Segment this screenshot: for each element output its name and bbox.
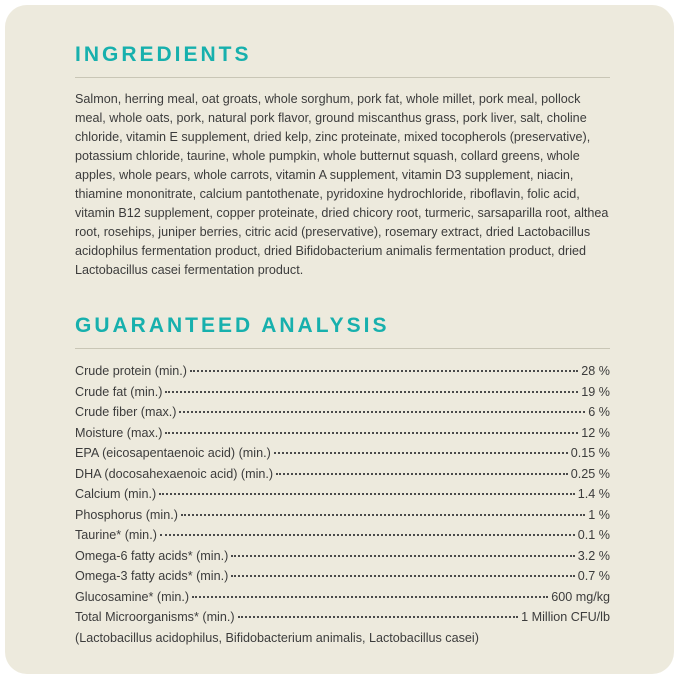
dot-leader — [190, 370, 579, 372]
analysis-row-label: Total Microorganisms* (min.) — [75, 610, 235, 624]
analysis-row: Crude fiber (max.) 6 % — [75, 402, 610, 423]
analysis-row-value: 0.25 % — [570, 466, 610, 481]
analysis-row-value: 19 % — [581, 384, 610, 399]
analysis-row-value: 12 % — [581, 425, 610, 440]
analysis-row-label: Omega-3 fatty acids* (min.) — [75, 569, 229, 583]
dot-leader — [180, 513, 586, 516]
analysis-row-label: Phosphorus (min.) — [75, 507, 178, 522]
analysis-row-label: Crude fiber (max.) — [75, 405, 177, 419]
guaranteed-analysis-divider — [75, 348, 610, 349]
analysis-row: EPA (eicosapentaenoic acid) (min.) 0.15 … — [75, 443, 610, 464]
analysis-row-value: 1 % — [588, 507, 610, 522]
analysis-row: Moisture (max.) 12 % — [75, 423, 610, 444]
analysis-row-value: 6 % — [588, 405, 610, 419]
analysis-row: Omega-6 fatty acids* (min.) 3.2 % — [75, 546, 610, 567]
analysis-row-label: Taurine* (min.) — [75, 528, 157, 542]
dot-leader — [273, 452, 568, 454]
analysis-row-label: Crude protein (min.) — [75, 364, 187, 378]
analysis-row: DHA (docosahexaenoic acid) (min.) 0.25 % — [75, 464, 610, 485]
analysis-row-label: Omega-6 fatty acids* (min.) — [75, 548, 229, 563]
analysis-row: Omega-3 fatty acids* (min.) 0.7 % — [75, 566, 610, 587]
dot-leader — [192, 595, 549, 598]
analysis-row: Taurine* (min.) 0.1 % — [75, 525, 610, 546]
analysis-row-value: 1 Million CFU/lb — [521, 610, 610, 624]
analysis-row-label: Calcium (min.) — [75, 487, 157, 501]
analysis-row: Phosphorus (min.) 1 % — [75, 505, 610, 526]
analysis-row-value: 3.2 % — [577, 548, 610, 563]
analysis-row: Glucosamine* (min.) 600 mg/kg — [75, 587, 610, 608]
analysis-row-value: 0.15 % — [570, 446, 610, 460]
dot-leader — [165, 390, 579, 393]
analysis-row-value: 1.4 % — [577, 487, 610, 501]
ingredients-paragraph: Salmon, herring meal, oat groats, whole … — [75, 92, 609, 277]
dot-leader — [159, 493, 575, 495]
dot-leader — [231, 554, 575, 557]
analysis-row-label: Crude fat (min.) — [75, 384, 163, 399]
ingredients-divider — [75, 77, 610, 78]
dot-leader — [179, 411, 586, 413]
analysis-row-label: (Lactobacillus acidophilus, Bifidobacter… — [75, 630, 479, 645]
ingredients-heading: INGREDIENTS — [75, 43, 252, 66]
analysis-row-value: 0.1 % — [577, 528, 610, 542]
dot-leader — [237, 616, 519, 618]
analysis-row-value: 600 mg/kg — [551, 589, 610, 604]
dot-leader — [159, 534, 575, 536]
analysis-row: (Lactobacillus acidophilus, Bifidobacter… — [75, 628, 610, 649]
analysis-row: Calcium (min.) 1.4 % — [75, 484, 610, 505]
dot-leader — [231, 575, 575, 577]
analysis-row-label: EPA (eicosapentaenoic acid) (min.) — [75, 446, 271, 460]
analysis-row-value: 0.7 % — [577, 569, 610, 583]
analysis-row-label: DHA (docosahexaenoic acid) (min.) — [75, 466, 274, 481]
dot-leader — [165, 431, 579, 434]
analysis-row-label: Glucosamine* (min.) — [75, 589, 190, 604]
analysis-row-label: Moisture (max.) — [75, 425, 163, 440]
analysis-row: Crude protein (min.) 28 % — [75, 361, 610, 382]
pet-food-label-card: INGREDIENTS Salmon, herring meal, oat gr… — [5, 5, 674, 674]
guaranteed-analysis-table: Crude protein (min.) 28 % Crude fat (min… — [75, 361, 610, 648]
analysis-row: Crude fat (min.) 19 % — [75, 382, 610, 403]
guaranteed-analysis-heading: GUARANTEED ANALYSIS — [75, 314, 390, 337]
analysis-row-value: 28 % — [581, 364, 610, 378]
dot-leader — [276, 472, 568, 475]
analysis-row: Total Microorganisms* (min.) 1 Million C… — [75, 607, 610, 628]
